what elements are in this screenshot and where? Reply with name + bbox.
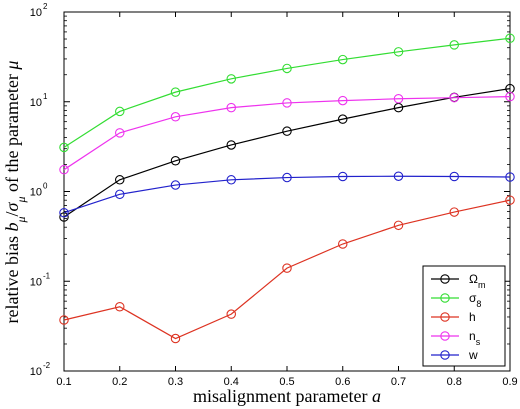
legend-label: w — [468, 348, 478, 362]
data-point — [505, 195, 515, 205]
data-point — [505, 33, 515, 43]
data-point — [170, 156, 181, 166]
data-point — [59, 142, 69, 153]
data-point — [393, 171, 404, 181]
data-point — [115, 128, 125, 138]
data-point — [170, 87, 181, 97]
x-tick-label: 0.6 — [335, 376, 350, 388]
y-tick-label: 10 — [30, 97, 42, 109]
y-tick-label: 10 — [30, 187, 42, 199]
data-point — [337, 114, 348, 124]
data-point — [337, 239, 348, 249]
x-tick-label: 0.8 — [447, 376, 462, 388]
series-line — [63, 37, 511, 148]
legend-marker — [440, 293, 450, 303]
data-point — [226, 175, 237, 185]
legend-label: h — [469, 310, 476, 324]
data-point — [337, 171, 348, 182]
y-tick-label: 10 — [30, 276, 42, 288]
axis-ticks: 0.1 0.2 0.3 0.4 0.5 0.6 0.7 0.8 0.910-210-110010… — [30, 2, 518, 388]
x-tick-label: 0.5 — [279, 376, 294, 388]
y-tick-exponent: -2 — [43, 361, 51, 370]
legend-label: σ8 — [469, 291, 481, 309]
y-tick-exponent: 1 — [43, 92, 48, 101]
data-point — [226, 74, 237, 84]
data-point — [282, 172, 292, 183]
x-tick-label: 0.1 — [56, 376, 71, 388]
data-point — [170, 180, 181, 190]
legend-label: Ωm — [469, 272, 485, 290]
data-point — [115, 301, 125, 312]
data-point — [337, 54, 348, 65]
y-tick-exponent: 2 — [43, 2, 48, 11]
data-point — [170, 112, 181, 122]
series-line — [63, 175, 511, 214]
series-line — [63, 96, 511, 171]
series-line — [63, 88, 511, 218]
x-tick-label: 0.7 — [391, 376, 406, 388]
y-tick-exponent: 0 — [43, 182, 48, 191]
y-tick-label: 10 — [30, 366, 42, 378]
data-point — [505, 91, 515, 102]
x-tick-label: 0.4 — [224, 376, 239, 388]
data-point — [337, 95, 348, 106]
data-point — [449, 171, 459, 182]
y-tick-exponent: -1 — [43, 271, 51, 280]
data-point — [115, 189, 125, 200]
series-group — [59, 33, 515, 344]
x-tick-label: 0.3 — [168, 376, 183, 388]
data-point — [449, 207, 459, 217]
data-point — [449, 92, 459, 103]
data-point — [505, 172, 515, 182]
data-point — [59, 212, 69, 222]
legend-label: ns — [469, 329, 481, 347]
data-point — [282, 126, 292, 136]
x-axis-label: misalignment parameter a — [193, 386, 381, 406]
x-tick-label: 0.2 — [112, 376, 127, 388]
data-point — [170, 333, 181, 344]
data-point — [115, 175, 125, 185]
legend-marker — [440, 331, 450, 341]
data-point — [59, 164, 69, 175]
data-point — [393, 47, 404, 57]
data-point — [449, 40, 459, 50]
data-point — [282, 263, 292, 273]
data-point — [226, 140, 237, 150]
data-point — [282, 63, 292, 74]
x-tick-label: 0.9 — [502, 376, 517, 388]
data-point — [226, 102, 237, 113]
data-point — [393, 94, 404, 104]
legend-marker — [440, 350, 450, 360]
legend-box — [422, 265, 506, 367]
data-point — [115, 106, 125, 117]
legend-marker — [440, 274, 450, 284]
data-point — [59, 207, 69, 218]
data-point — [282, 98, 292, 108]
data-point — [226, 309, 237, 319]
y-axis-label: relative bias bμ/σμ of the parameter μ — [2, 61, 28, 324]
legend-marker — [440, 312, 450, 322]
series-line — [63, 199, 511, 340]
y-tick-label: 10 — [30, 7, 42, 19]
data-point — [393, 220, 404, 231]
data-point — [59, 315, 69, 325]
